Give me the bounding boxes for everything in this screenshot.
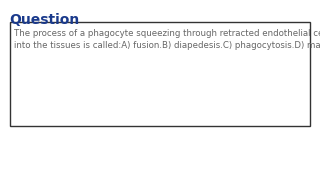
Text: Question: Question <box>10 13 80 27</box>
Bar <box>10 22 310 126</box>
Text: The process of a phagocyte squeezing through retracted endothelial cells to ente: The process of a phagocyte squeezing thr… <box>14 29 320 50</box>
